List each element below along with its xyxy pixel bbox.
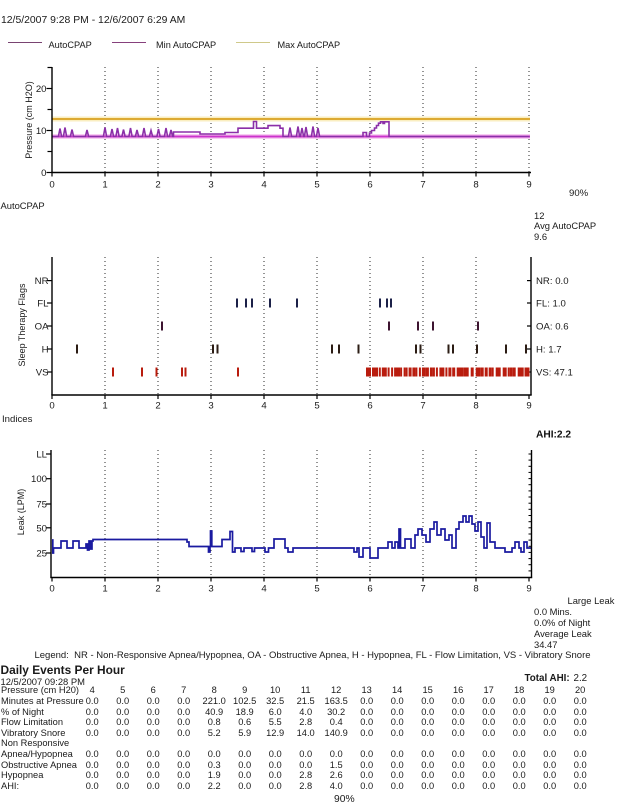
svg-text:3: 3 xyxy=(208,401,213,412)
svg-text:NR: NR xyxy=(35,276,49,287)
svg-text:2: 2 xyxy=(155,584,160,595)
svg-text:FL: 1.0: FL: 1.0 xyxy=(536,299,566,310)
svg-text:75: 75 xyxy=(36,500,47,511)
svg-text:Leak (LPM): Leak (LPM) xyxy=(16,489,26,536)
svg-text:2: 2 xyxy=(155,401,160,412)
svg-text:7: 7 xyxy=(420,584,425,595)
svg-text:9: 9 xyxy=(526,180,531,191)
svg-text:OA: OA xyxy=(35,322,49,333)
svg-text:20: 20 xyxy=(36,84,47,95)
svg-text:4: 4 xyxy=(261,584,267,595)
svg-text:FL: FL xyxy=(37,299,49,310)
svg-text:7: 7 xyxy=(420,180,425,191)
svg-text:8: 8 xyxy=(473,180,478,191)
svg-text:2: 2 xyxy=(155,180,160,191)
svg-text:9: 9 xyxy=(526,584,531,595)
svg-text:6: 6 xyxy=(367,180,372,191)
svg-text:VS: VS xyxy=(36,368,49,379)
svg-text:1: 1 xyxy=(102,584,107,595)
svg-text:6: 6 xyxy=(367,401,372,412)
svg-text:3: 3 xyxy=(208,180,213,191)
svg-text:8: 8 xyxy=(473,584,478,595)
svg-text:Pressure (cm H2O): Pressure (cm H2O) xyxy=(24,81,34,159)
svg-text:VS: 47.1: VS: 47.1 xyxy=(536,368,573,379)
svg-text:10: 10 xyxy=(36,126,47,137)
svg-text:4: 4 xyxy=(261,401,267,412)
svg-text:50: 50 xyxy=(36,523,47,534)
svg-text:7: 7 xyxy=(420,401,425,412)
svg-text:6: 6 xyxy=(367,584,372,595)
svg-text:3: 3 xyxy=(208,584,213,595)
svg-text:H: 1.7: H: 1.7 xyxy=(536,345,562,356)
svg-text:0: 0 xyxy=(41,168,46,179)
svg-text:4: 4 xyxy=(261,180,267,191)
svg-text:5: 5 xyxy=(314,401,319,412)
svg-text:Sleep Therapy Flags: Sleep Therapy Flags xyxy=(17,283,27,366)
svg-text:H: H xyxy=(42,345,49,356)
svg-text:NR: 0.0: NR: 0.0 xyxy=(536,276,569,287)
svg-text:1: 1 xyxy=(102,180,107,191)
svg-text:Indices: Indices xyxy=(2,414,33,425)
svg-text:0: 0 xyxy=(49,584,54,595)
svg-text:5: 5 xyxy=(314,584,319,595)
svg-text:AHI:2.2: AHI:2.2 xyxy=(536,430,571,441)
svg-text:5: 5 xyxy=(314,180,319,191)
svg-text:8: 8 xyxy=(473,401,478,412)
svg-text:0: 0 xyxy=(49,401,54,412)
svg-text:OA: 0.6: OA: 0.6 xyxy=(536,322,569,333)
svg-text:LL: LL xyxy=(36,450,47,461)
svg-text:100: 100 xyxy=(31,474,47,485)
svg-text:1: 1 xyxy=(102,401,107,412)
svg-text:0: 0 xyxy=(49,180,54,191)
svg-text:25: 25 xyxy=(36,549,47,560)
svg-text:9: 9 xyxy=(526,401,531,412)
